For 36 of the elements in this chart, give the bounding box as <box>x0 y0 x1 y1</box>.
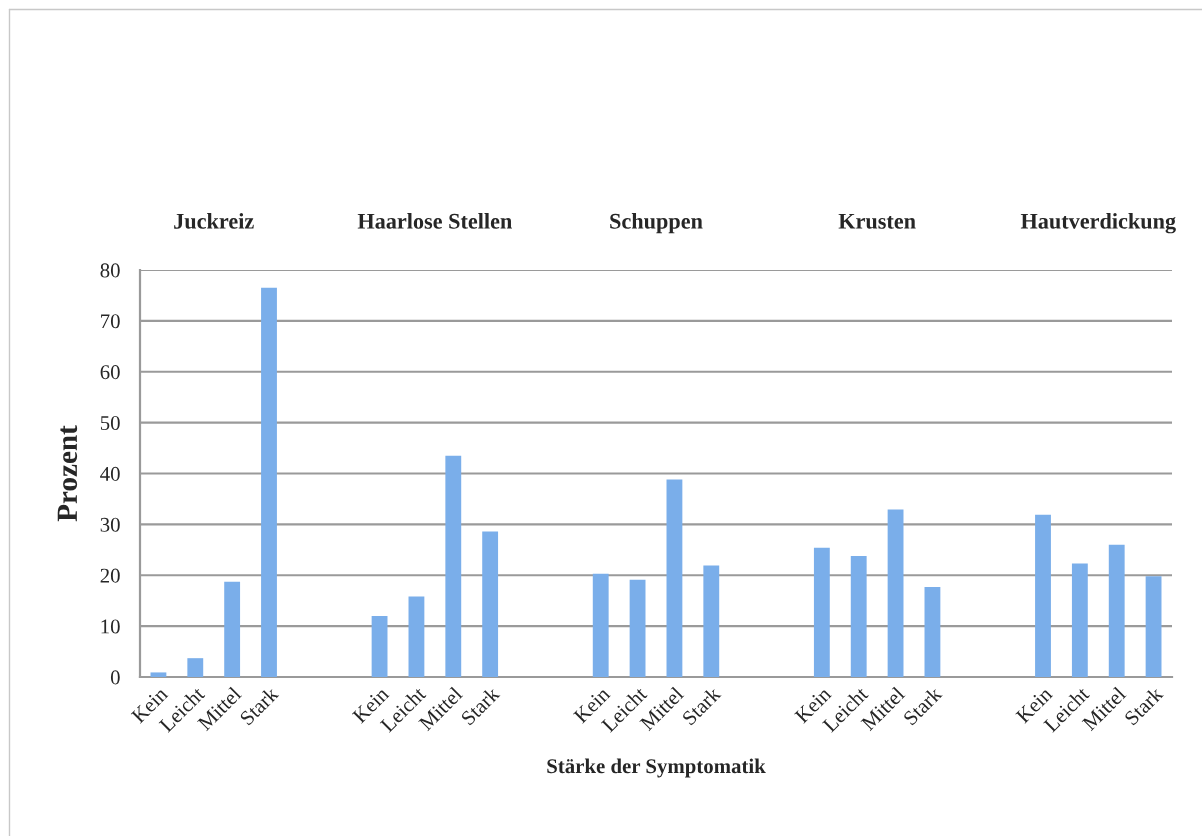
bar <box>150 672 167 677</box>
bar <box>924 586 941 677</box>
bar <box>1071 563 1088 677</box>
bar <box>703 565 720 677</box>
text: Hautverdickung <box>1020 213 1176 234</box>
bar <box>445 455 462 677</box>
bar <box>629 579 646 677</box>
y-tick-label: 60 <box>100 365 120 380</box>
y-axis-title: Prozent <box>57 425 78 522</box>
bar <box>592 573 609 677</box>
y-tick-label: 50 <box>100 416 120 431</box>
y-tick-label: 80 <box>100 263 120 278</box>
y-tick-label: 20 <box>100 568 120 583</box>
bar <box>371 615 388 677</box>
bar <box>261 287 277 677</box>
y-tick-label: 70 <box>101 314 120 329</box>
bar <box>1145 576 1162 677</box>
y-tick-label: 30 <box>100 517 120 532</box>
text: Haarlose Stellen <box>357 213 512 229</box>
bar <box>1035 514 1051 677</box>
text: Krusten <box>838 213 916 229</box>
bar <box>850 555 867 677</box>
bar <box>224 581 241 677</box>
bar <box>813 547 830 677</box>
text: Schuppen <box>610 213 703 234</box>
bar <box>1108 544 1125 677</box>
text: Juckreiz <box>174 213 254 229</box>
bar <box>187 658 204 677</box>
x-axis-title: Stärke der Symptomatik <box>547 758 766 778</box>
bar <box>887 509 904 677</box>
y-tick-label: 40 <box>100 466 120 481</box>
bar <box>666 479 683 677</box>
bar <box>408 596 425 677</box>
y-tick-label: 0 <box>110 670 120 685</box>
bar <box>482 531 499 677</box>
y-tick-label: 10 <box>101 619 120 634</box>
